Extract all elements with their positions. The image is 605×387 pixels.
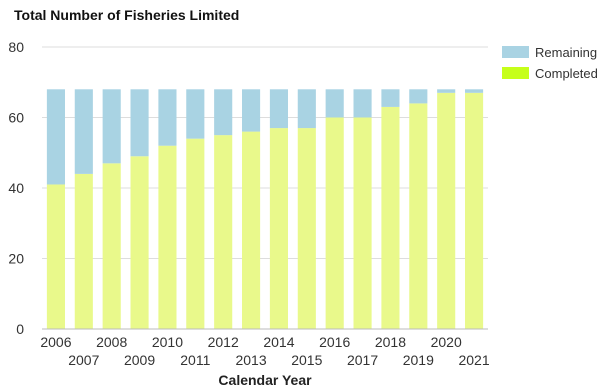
bar-completed-2013[interactable] (242, 131, 261, 329)
legend-label-completed[interactable]: Completed (535, 66, 598, 81)
bar-completed-2011[interactable] (186, 138, 205, 329)
bar-remaining-2009[interactable] (130, 89, 149, 157)
bar-completed-2007[interactable] (74, 173, 93, 329)
x-tick-label: 2010 (152, 334, 183, 350)
y-tick-label: 60 (8, 110, 24, 126)
bar-completed-2012[interactable] (214, 135, 233, 329)
bar-completed-2009[interactable] (130, 156, 149, 329)
bar-remaining-2013[interactable] (242, 89, 261, 132)
chart-title: Total Number of Fisheries Limited (14, 7, 240, 23)
legend-swatch-completed (502, 67, 529, 79)
bar-completed-2010[interactable] (158, 145, 177, 329)
bar-completed-2008[interactable] (102, 163, 121, 329)
x-tick-label: 2006 (40, 334, 71, 350)
bar-remaining-2021[interactable] (465, 89, 484, 93)
x-axis-title: Calendar Year (218, 372, 312, 387)
y-tick-label: 0 (16, 321, 24, 337)
x-tick-label: 2015 (291, 352, 322, 368)
x-tick-label: 2017 (347, 352, 378, 368)
bar-remaining-2014[interactable] (269, 89, 288, 129)
bar-remaining-2017[interactable] (353, 89, 372, 118)
bar-completed-2020[interactable] (437, 92, 456, 329)
bar-completed-2006[interactable] (46, 184, 65, 329)
x-tick-label: 2009 (124, 352, 155, 368)
bar-completed-2014[interactable] (269, 128, 288, 329)
bar-completed-2018[interactable] (381, 106, 400, 329)
x-tick-label: 2008 (96, 334, 127, 350)
y-tick-label: 40 (8, 180, 24, 196)
bar-remaining-2007[interactable] (74, 89, 93, 174)
y-tick-label: 20 (8, 251, 24, 267)
bar-remaining-2018[interactable] (381, 89, 400, 107)
x-tick-label: 2011 (180, 352, 210, 368)
bars (46, 89, 484, 330)
bar-completed-2015[interactable] (297, 128, 316, 329)
x-tick-label: 2020 (431, 334, 462, 350)
bar-remaining-2011[interactable] (186, 89, 205, 139)
bar-remaining-2016[interactable] (325, 89, 344, 118)
x-tick-label: 2012 (208, 334, 239, 350)
y-tick-label: 80 (8, 39, 24, 55)
x-tick-label: 2007 (68, 352, 99, 368)
legend-swatch-remaining (502, 46, 529, 58)
bar-remaining-2020[interactable] (437, 89, 456, 93)
bar-remaining-2010[interactable] (158, 89, 177, 146)
legend[interactable]: Remaining Completed (502, 45, 598, 81)
x-tick-label: 2014 (263, 334, 294, 350)
bar-remaining-2019[interactable] (409, 89, 428, 104)
bar-completed-2016[interactable] (325, 117, 344, 330)
x-tick-label: 2016 (319, 334, 350, 350)
bar-completed-2019[interactable] (409, 103, 428, 330)
x-tick-label: 2013 (235, 352, 266, 368)
axes: 0 20 40 60 80 2006 2007 2008 2009 2010 2011 2012 201… (8, 39, 489, 368)
bar-completed-2017[interactable] (353, 117, 372, 330)
x-tick-label: 2019 (403, 352, 434, 368)
bar-completed-2021[interactable] (465, 92, 484, 329)
bar-remaining-2012[interactable] (214, 89, 233, 136)
x-tick-label: 2021 (458, 352, 489, 368)
bar-remaining-2008[interactable] (102, 89, 121, 164)
bar-remaining-2006[interactable] (46, 89, 65, 185)
bar-remaining-2015[interactable] (297, 89, 316, 129)
x-tick-label: 2018 (375, 334, 406, 350)
legend-label-remaining[interactable]: Remaining (535, 45, 597, 60)
